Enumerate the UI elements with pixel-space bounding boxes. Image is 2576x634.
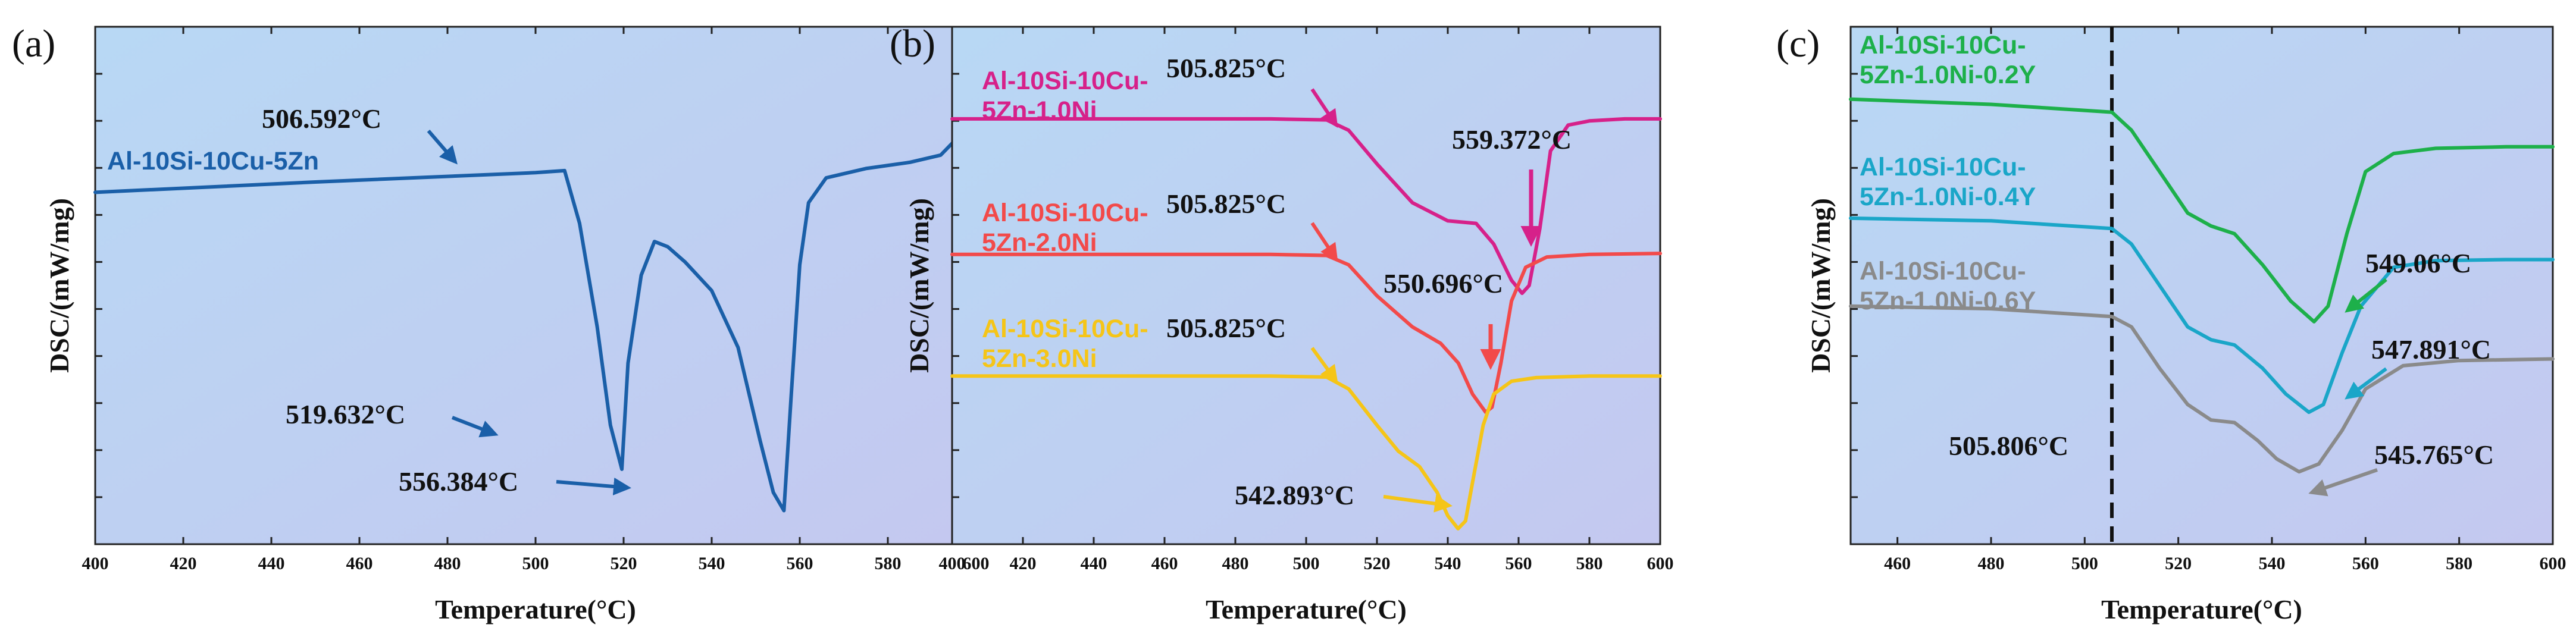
annotation-arrow xyxy=(556,478,631,495)
series-line xyxy=(950,252,1662,415)
x-tick-label: 480 xyxy=(1222,554,1249,573)
series-label: Al-10Si-10Cu- 5Zn-1.0Ni-0.2Y xyxy=(1860,31,2036,89)
annotation-label: 542.893°C xyxy=(1235,480,1354,510)
x-axis-label: Temperature(°C) xyxy=(2101,594,2302,624)
plot-background xyxy=(94,26,977,545)
x-tick-label: 400 xyxy=(939,554,966,573)
x-tick-label: 600 xyxy=(2540,554,2566,573)
x-tick-label: 480 xyxy=(434,554,461,573)
panel-letter: (c) xyxy=(1776,22,1820,65)
plot-background xyxy=(951,26,1661,545)
annotation-label: 545.765°C xyxy=(2374,440,2494,470)
x-tick-label: 580 xyxy=(875,554,902,573)
series-layer xyxy=(93,133,978,513)
x-axis-ticks: 460 480 500 520 540 560 580 600 xyxy=(1884,27,2566,573)
x-tick-label: 540 xyxy=(1435,554,1461,573)
series-layer xyxy=(950,117,1662,531)
x-axis-ticks: 400 420 440 460 480 500 520 540 560 580 600 xyxy=(82,27,990,573)
y-axis-label: DSC/(mW/mg) xyxy=(44,198,74,373)
x-tick-label: 500 xyxy=(2071,554,2098,573)
x-tick-label: 480 xyxy=(1978,554,2005,573)
series-label: Al-10Si-10Cu- 5Zn-3.0Ni xyxy=(982,315,1156,373)
x-tick-label: 540 xyxy=(699,554,725,573)
y-axis-ticks xyxy=(95,73,102,498)
annotation-label: 559.372°C xyxy=(1452,124,1572,155)
annotation-label: 506.592°C xyxy=(262,103,381,134)
x-tick-label: 460 xyxy=(346,554,373,573)
annotation-label: 505.825°C xyxy=(1166,53,1286,83)
panel-letter: (b) xyxy=(890,22,935,65)
x-tick-label: 560 xyxy=(1505,554,1532,573)
panel-b: (b) 400 420 440 460 480 500 520 540 560 580 600 Te… xyxy=(890,22,1674,624)
series-label: Al-10Si-10Cu- 5Zn-1.0Ni-0.6Y xyxy=(1860,257,2036,315)
series-line xyxy=(93,133,978,513)
series-label: Al-10Si-10Cu- 5Zn-1.0Ni xyxy=(982,67,1156,125)
x-tick-label: 500 xyxy=(522,554,549,573)
annotation-arrow xyxy=(1310,88,1338,128)
series-layer xyxy=(1849,97,2555,474)
y-axis-label: DSC/(mW/mg) xyxy=(1805,198,1836,373)
x-axis-label: Temperature(°C) xyxy=(1206,594,1407,624)
y-axis-label: DSC/(mW/mg) xyxy=(904,198,934,373)
annotation-label: 549.06°C xyxy=(2365,248,2471,278)
annotation-label: 550.696°C xyxy=(1384,268,1503,299)
x-tick-label: 500 xyxy=(1293,554,1320,573)
series-line xyxy=(1849,216,2555,415)
annotation-label: 547.891°C xyxy=(2371,334,2491,365)
x-tick-label: 460 xyxy=(1884,554,1911,573)
x-axis-label: Temperature(°C) xyxy=(435,594,636,624)
x-tick-label: 560 xyxy=(2352,554,2379,573)
x-tick-label: 580 xyxy=(1576,554,1603,573)
series-line xyxy=(950,117,1662,296)
annotation-arrow xyxy=(1310,222,1338,262)
panel-letter: (a) xyxy=(12,22,55,65)
annotation-label: 519.632°C xyxy=(286,399,405,429)
series-label: Al-10Si-10Cu- 5Zn-2.0Ni xyxy=(982,199,1156,257)
x-tick-label: 460 xyxy=(1151,554,1178,573)
series-line xyxy=(950,374,1662,531)
annotation-arrow xyxy=(451,416,499,438)
annotation-label: 505.825°C xyxy=(1166,313,1286,343)
y-axis-ticks xyxy=(1851,73,1858,498)
annotation-arrow xyxy=(1383,494,1453,513)
x-tick-label: 420 xyxy=(170,554,197,573)
annotation-arrow xyxy=(2345,278,2387,313)
reference-line-label: 505.806°C xyxy=(1949,431,2068,461)
x-tick-label: 560 xyxy=(787,554,813,573)
series-label: Al-10Si-10Cu-5Zn xyxy=(107,147,319,175)
x-tick-label: 540 xyxy=(2259,554,2286,573)
x-tick-label: 440 xyxy=(1081,554,1107,573)
x-tick-label: 580 xyxy=(2446,554,2472,573)
annotation-arrow xyxy=(2345,367,2387,400)
annotation-arrow xyxy=(427,130,458,165)
panel-a: (a) 400 420 440 460 480 500 520 540 560 580 600 Te… xyxy=(12,22,990,624)
x-tick-label: 440 xyxy=(258,554,285,573)
x-axis-ticks: 400 420 440 460 480 500 520 540 560 580 600 xyxy=(939,27,1674,573)
panel-c: (c) 460 480 500 520 540 560 580 600 Temperature… xyxy=(1776,22,2566,624)
annotation-arrow xyxy=(2308,468,2378,497)
x-tick-label: 520 xyxy=(611,554,637,573)
series-line xyxy=(1849,304,2555,474)
annotation-arrow xyxy=(1310,347,1338,384)
x-tick-label: 600 xyxy=(1647,554,1674,573)
annotation-label: 505.825°C xyxy=(1166,189,1286,219)
series-line xyxy=(1849,97,2555,324)
series-label: Al-10Si-10Cu- 5Zn-1.0Ni-0.4Y xyxy=(1860,153,2036,211)
x-tick-label: 520 xyxy=(2165,554,2192,573)
x-tick-label: 600 xyxy=(963,554,990,573)
y-axis-ticks xyxy=(952,73,959,498)
annotation-label: 556.384°C xyxy=(399,466,518,497)
x-tick-label: 400 xyxy=(82,554,109,573)
plot-background xyxy=(1849,26,2554,545)
x-tick-label: 420 xyxy=(1010,554,1037,573)
x-tick-label: 520 xyxy=(1364,554,1391,573)
